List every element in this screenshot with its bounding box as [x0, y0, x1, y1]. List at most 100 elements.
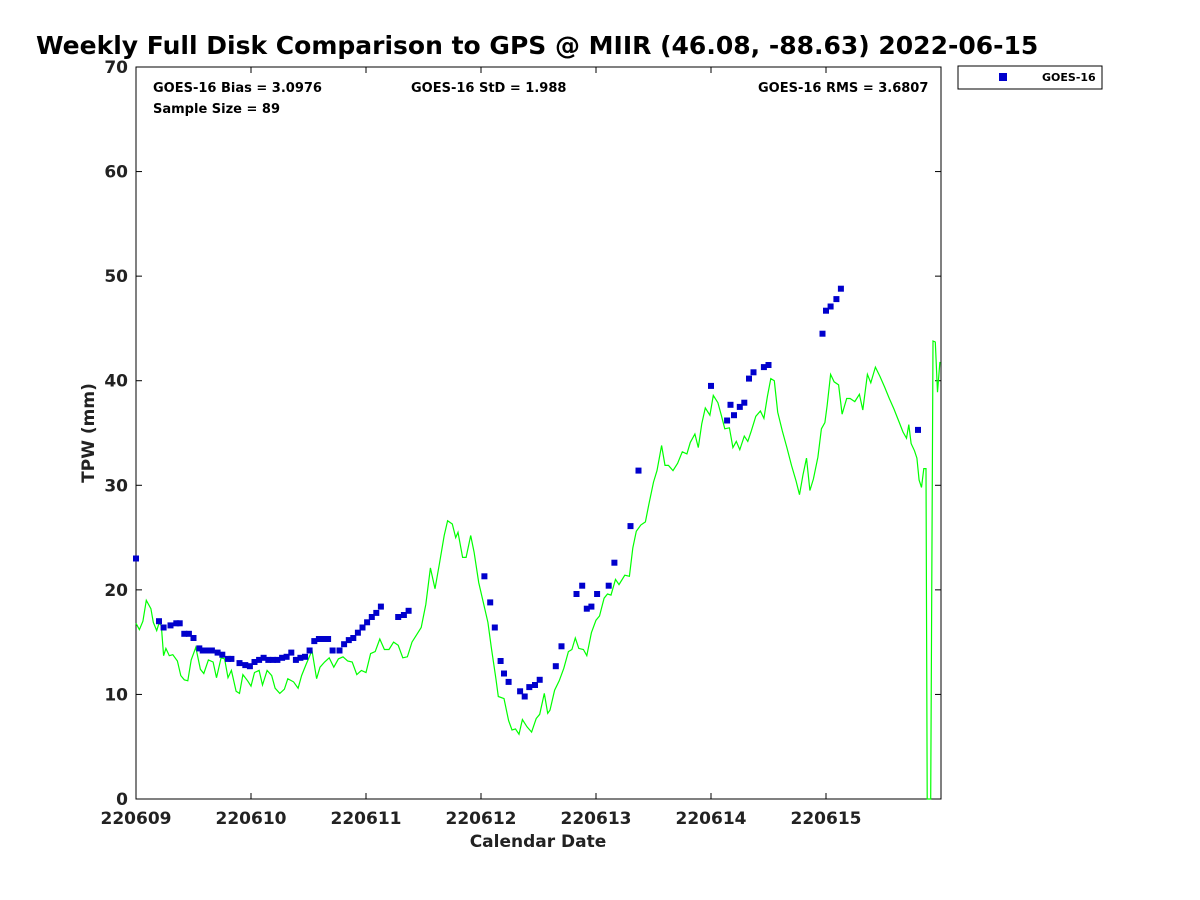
goes-16-point [225, 655, 231, 662]
sample-size-stat: Sample Size = 89 [153, 102, 280, 117]
goes-16-point [573, 591, 580, 597]
legend-label-goes-16: GOES-16 [1042, 71, 1096, 84]
goes-16-point [274, 656, 281, 663]
y-tick-label: 60 [104, 163, 128, 183]
x-tick-label: 220615 [791, 809, 862, 829]
goes-16-point [219, 651, 226, 658]
goes-16-point [760, 364, 767, 371]
goes-16-point [823, 307, 829, 314]
goes-16-point [827, 303, 834, 310]
goes-16-point [377, 603, 384, 610]
goes-16-point [156, 618, 162, 625]
goes-16-point [181, 630, 188, 637]
goes-16-point [491, 624, 498, 631]
goes-16-point [315, 636, 322, 642]
goes-16-point [487, 599, 494, 606]
goes-16-point [837, 285, 844, 292]
goes-16-point [279, 654, 286, 661]
plot-area [135, 66, 942, 800]
goes-16-point [724, 417, 731, 424]
goes-16-point [364, 619, 371, 626]
goes-16-point [173, 620, 180, 627]
gps-tpw-line [135, 340, 941, 800]
goes-16-point [306, 647, 313, 654]
goes-16-point [583, 605, 590, 612]
goes-16-point [269, 656, 276, 663]
y-tick-label: 50 [104, 267, 128, 287]
goes-16-point [588, 603, 595, 610]
series-layer [133, 285, 941, 800]
goes-16-point [297, 654, 304, 661]
x-tick-label: 220613 [561, 809, 632, 829]
goes-16-point [833, 296, 840, 303]
goes-16-point [594, 591, 601, 597]
goes-16-point [208, 647, 215, 654]
goes-16-point [288, 649, 295, 656]
goes-16-point [579, 582, 586, 589]
goes-16-point [746, 375, 752, 382]
goes-16-point [204, 647, 211, 654]
goes-16-point [265, 656, 272, 663]
goes-16-point [611, 559, 618, 566]
goes-16-point [635, 467, 642, 474]
y-tick-label: 30 [104, 476, 128, 496]
goes-16-point [246, 663, 253, 670]
goes-16-point [558, 643, 565, 650]
chart-title: Weekly Full Disk Comparison to GPS @ MII… [36, 31, 1038, 60]
x-tick-label: 220611 [331, 809, 402, 829]
x-axis: 220609 220610 220611 220612 220613 220614 2206… [101, 67, 862, 829]
goes-16-point [350, 635, 357, 641]
goes-16-point [819, 330, 826, 337]
goes-16-point [521, 693, 528, 700]
legend-marker-goes-16 [999, 73, 1007, 81]
y-tick-label: 40 [104, 372, 128, 392]
goes-16-point [292, 656, 299, 663]
goes-16-point [236, 660, 243, 667]
goes-16-point [176, 620, 183, 627]
goes-16-point [501, 670, 507, 677]
goes-16-point [517, 688, 524, 695]
y-tick-label: 70 [104, 58, 128, 78]
goes-16-point [750, 369, 757, 376]
x-tick-label: 220609 [101, 809, 172, 829]
goes-16-point [526, 684, 533, 691]
series-goes-16 [133, 285, 921, 700]
goes-16-point [368, 614, 375, 620]
goes-16-point [741, 399, 748, 406]
goes-16-point [497, 658, 504, 664]
goes-16-point [185, 630, 192, 637]
goes-16-point [302, 653, 308, 660]
goes-16-point [400, 612, 407, 618]
goes-16-point [736, 403, 743, 410]
goes-16-point [341, 641, 348, 648]
x-tick-label: 220610 [216, 809, 287, 829]
goes-16-point [196, 645, 203, 652]
goes-16-point [336, 647, 343, 654]
goes-16-point [228, 655, 235, 662]
goes-16-point [731, 412, 737, 419]
goes-16-point [320, 636, 327, 642]
goes-16-point [915, 426, 921, 433]
bias-stat: GOES-16 Bias = 3.0976 [153, 81, 322, 96]
plot-frame [135, 66, 942, 800]
goes-16-point [325, 636, 332, 642]
goes-16-point [727, 401, 734, 408]
y-tick-label: 20 [104, 581, 128, 601]
rms-stat: GOES-16 RMS = 3.6807 [758, 81, 928, 96]
goes-16-point [214, 649, 221, 656]
goes-16-point [552, 663, 559, 670]
y-tick-label: 10 [104, 685, 128, 705]
goes-16-point [256, 656, 263, 663]
goes-16-point [481, 573, 488, 580]
goes-16-point [251, 659, 258, 665]
goes-16-point [536, 676, 543, 683]
goes-16-point [242, 662, 249, 669]
goes-16-point [354, 629, 361, 636]
goes-16-point [373, 609, 380, 616]
goes-16-point [605, 582, 612, 589]
goes-16-point [133, 555, 139, 562]
std-stat: GOES-16 StD = 1.988 [411, 81, 566, 96]
y-tick-label: 0 [116, 790, 128, 810]
x-tick-label: 220614 [676, 809, 747, 829]
